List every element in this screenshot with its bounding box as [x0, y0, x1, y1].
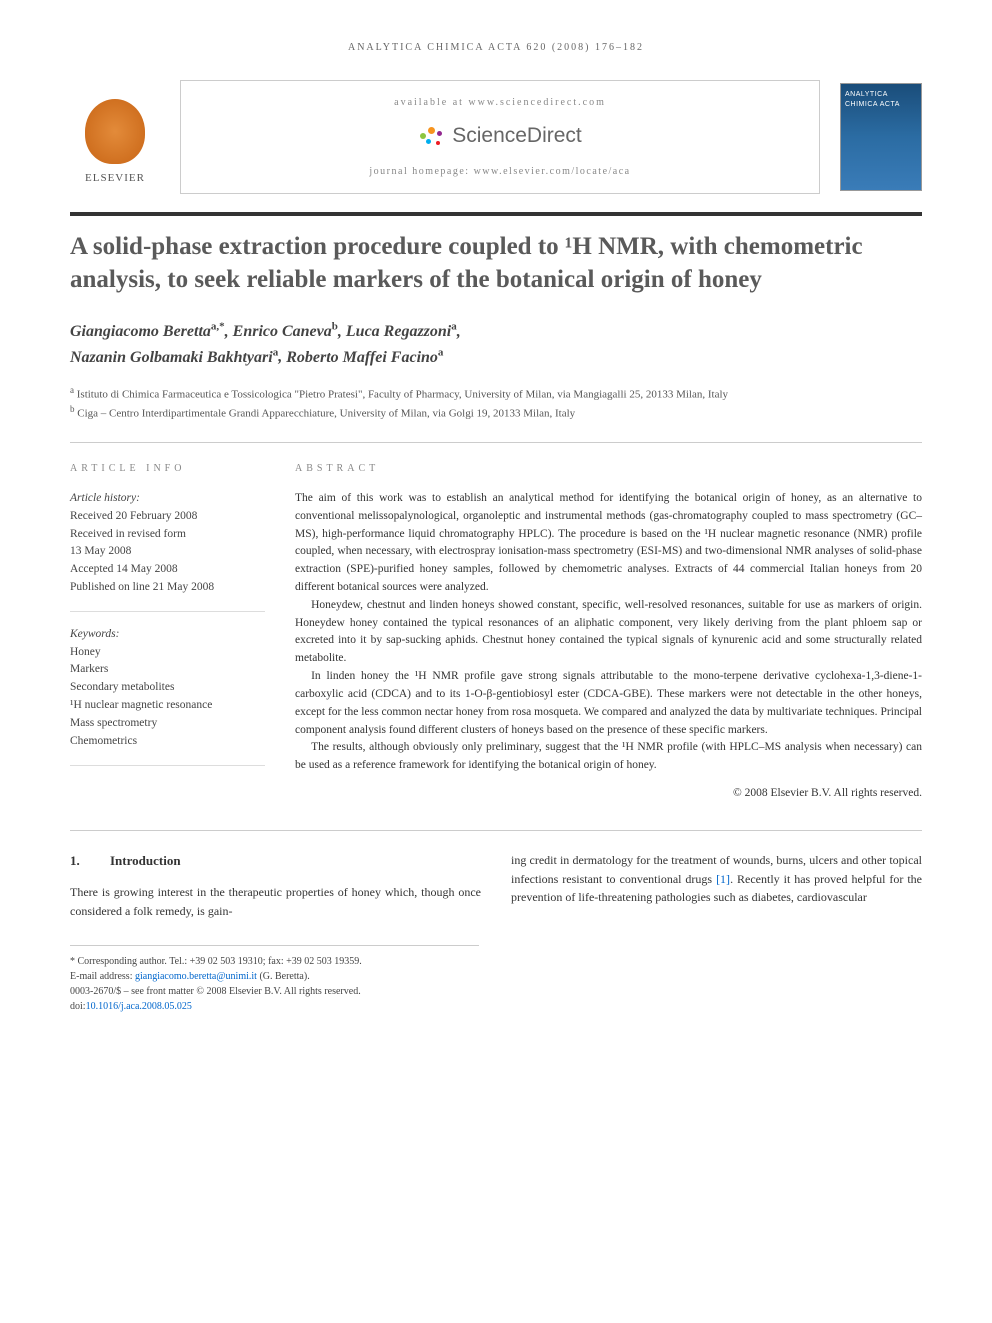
article-title: A solid-phase extraction procedure coupl…: [70, 230, 922, 298]
keyword: Secondary metabolites: [70, 679, 265, 697]
info-separator: [70, 611, 265, 612]
email-label: E-mail address:: [70, 971, 135, 982]
info-abstract-row: ARTICLE INFO Article history: Received 2…: [70, 461, 922, 802]
history-line: Received 20 February 2008: [70, 508, 265, 526]
publisher-logo: ELSEVIER: [70, 87, 160, 187]
email-line: E-mail address: giangiacomo.beretta@unim…: [70, 969, 479, 984]
info-separator: [70, 765, 265, 766]
body-column-left: 1.Introduction There is growing interest…: [70, 851, 481, 920]
footnotes: * Corresponding author. Tel.: +39 02 503…: [70, 945, 479, 1014]
abstract-label: ABSTRACT: [295, 461, 922, 476]
banner-center: available at www.sciencedirect.com Scien…: [180, 80, 820, 194]
abstract-paragraph: In linden honey the ¹H NMR profile gave …: [295, 668, 922, 739]
keywords-label: Keywords:: [70, 626, 265, 644]
author: Luca Regazzonia: [346, 323, 457, 340]
abstract-paragraph: Honeydew, chestnut and linden honeys sho…: [295, 597, 922, 668]
email-link[interactable]: giangiacomo.beretta@unimi.it: [135, 971, 257, 982]
article-info-label: ARTICLE INFO: [70, 461, 265, 476]
corresponding-author: * Corresponding author. Tel.: +39 02 503…: [70, 954, 479, 969]
sciencedirect-logo: ScienceDirect: [201, 120, 799, 152]
keyword: Honey: [70, 644, 265, 662]
keyword: Markers: [70, 661, 265, 679]
history-line: 13 May 2008: [70, 543, 265, 561]
journal-homepage: journal homepage: www.elsevier.com/locat…: [201, 164, 799, 179]
copyright-line: © 2008 Elsevier B.V. All rights reserved…: [295, 785, 922, 802]
journal-cover-thumbnail: ANALYTICA CHIMICA ACTA: [840, 83, 922, 191]
abstract-paragraph: The results, although obviously only pre…: [295, 739, 922, 775]
doi-link[interactable]: 10.1016/j.aca.2008.05.025: [86, 1001, 192, 1012]
author: Enrico Canevab: [233, 323, 338, 340]
divider: [70, 442, 922, 443]
article-history: Article history: Received 20 February 20…: [70, 490, 265, 597]
abstract-text: The aim of this work was to establish an…: [295, 490, 922, 775]
author-list: Giangiacomo Berettaa,*, Enrico Canevab, …: [70, 319, 922, 370]
section-number: 1.: [70, 851, 110, 871]
body-columns: 1.Introduction There is growing interest…: [70, 851, 922, 920]
affiliation: a Istituto di Chimica Farmaceutica e Tos…: [70, 384, 922, 403]
email-suffix: (G. Beretta).: [257, 971, 310, 982]
running-head: ANALYTICA CHIMICA ACTA 620 (2008) 176–18…: [70, 40, 922, 55]
history-line: Received in revised form: [70, 526, 265, 544]
publisher-name: ELSEVIER: [85, 170, 145, 187]
keyword: ¹H nuclear magnetic resonance: [70, 697, 265, 715]
journal-banner: ELSEVIER available at www.sciencedirect.…: [70, 80, 922, 194]
abstract-column: ABSTRACT The aim of this work was to est…: [295, 461, 922, 802]
author: Giangiacomo Berettaa,*: [70, 323, 225, 340]
history-label: Article history:: [70, 490, 265, 508]
available-at-text: available at www.sciencedirect.com: [201, 95, 799, 110]
affiliations: a Istituto di Chimica Farmaceutica e Tos…: [70, 384, 922, 422]
elsevier-tree-icon: [85, 99, 145, 164]
keywords-block: Keywords: Honey Markers Secondary metabo…: [70, 626, 265, 751]
affiliation: b Ciga – Centro Interdipartimentale Gran…: [70, 403, 922, 422]
section-title: Introduction: [110, 853, 181, 868]
history-line: Accepted 14 May 2008: [70, 561, 265, 579]
keyword: Mass spectrometry: [70, 715, 265, 733]
sciencedirect-text: ScienceDirect: [452, 120, 582, 152]
author: Nazanin Golbamaki Bakhtyaria: [70, 349, 278, 366]
body-column-right: ing credit in dermatology for the treatm…: [511, 851, 922, 920]
cover-title: ANALYTICA CHIMICA ACTA: [845, 90, 917, 111]
abstract-paragraph: The aim of this work was to establish an…: [295, 490, 922, 597]
sciencedirect-icon: [418, 125, 446, 147]
author: Roberto Maffei Facinoa: [286, 349, 443, 366]
issn-line: 0003-2670/$ – see front matter © 2008 El…: [70, 984, 479, 999]
page-container: ANALYTICA CHIMICA ACTA 620 (2008) 176–18…: [0, 0, 992, 1044]
body-paragraph: There is growing interest in the therape…: [70, 883, 481, 920]
article-info-column: ARTICLE INFO Article history: Received 2…: [70, 461, 265, 802]
body-divider: [70, 830, 922, 831]
section-heading: 1.Introduction: [70, 851, 481, 871]
keyword: Chemometrics: [70, 733, 265, 751]
citation-link[interactable]: [1]: [716, 872, 730, 886]
doi-line: doi:10.1016/j.aca.2008.05.025: [70, 999, 479, 1014]
history-line: Published on line 21 May 2008: [70, 579, 265, 597]
title-divider-bar: [70, 212, 922, 216]
